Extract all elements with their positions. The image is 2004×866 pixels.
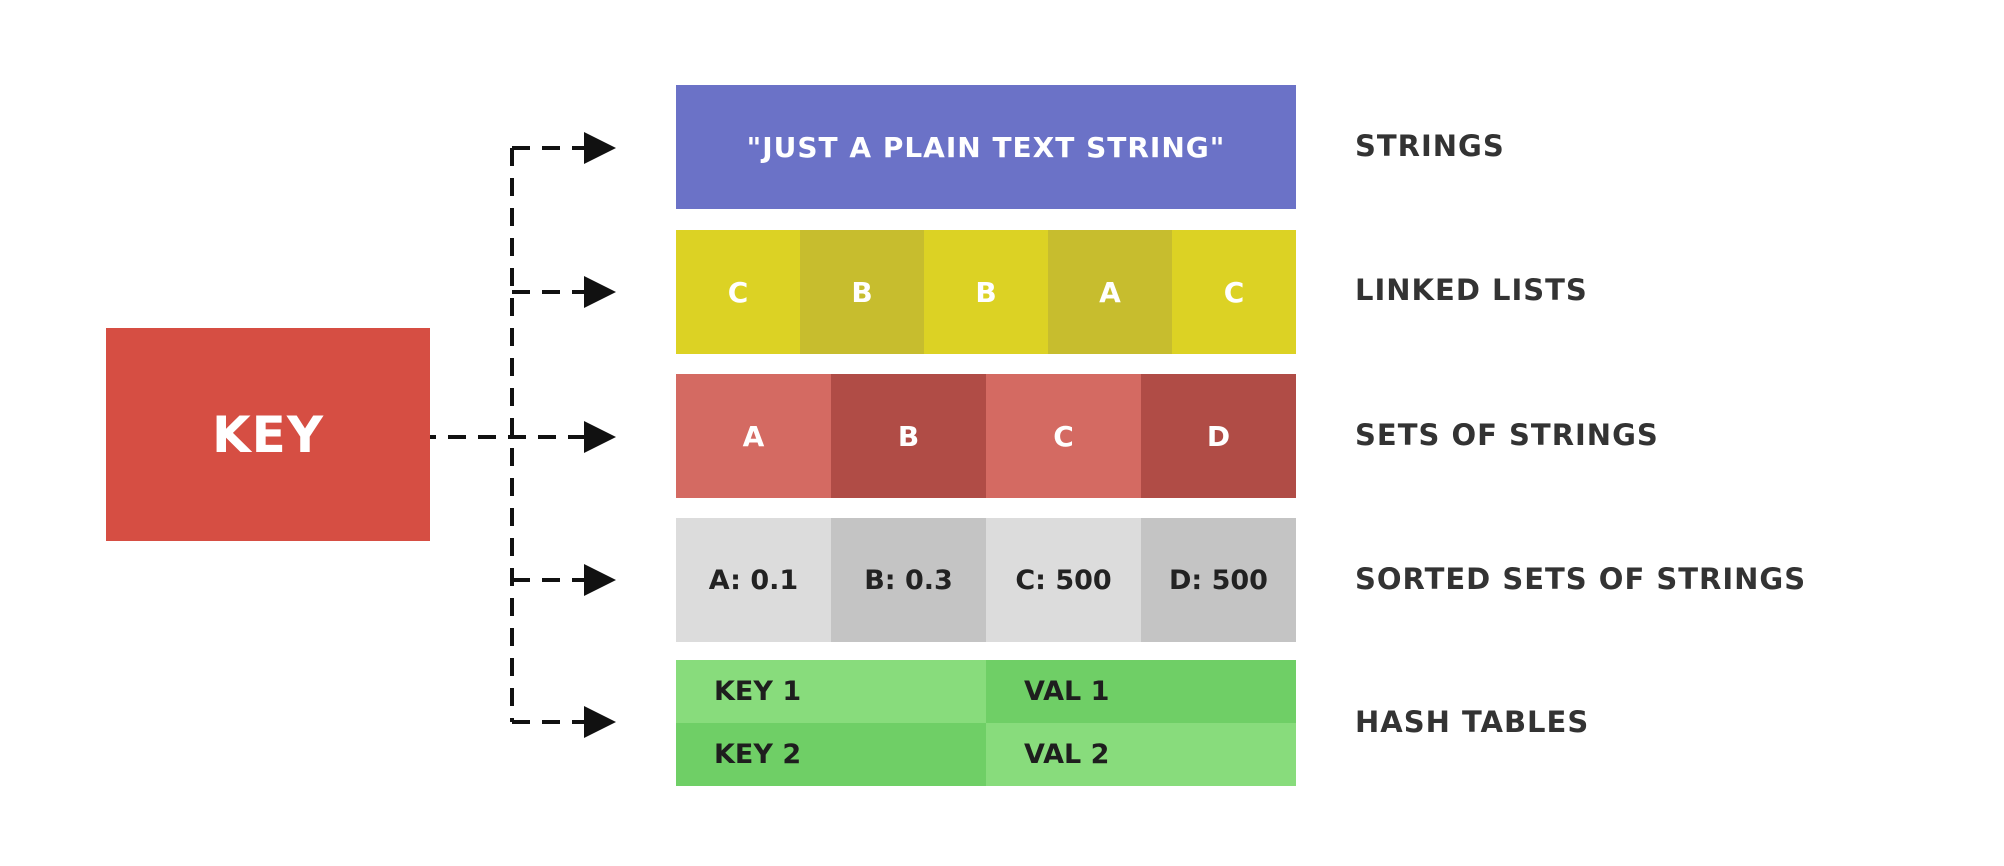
linked-lists-row: C B B A C <box>676 230 1296 354</box>
set-cell: A <box>676 374 831 498</box>
sorted-set-cell: B: 0.3 <box>831 518 986 642</box>
sets-row: A B C D <box>676 374 1296 498</box>
list-cell: C <box>1172 230 1296 354</box>
list-cell: B <box>800 230 924 354</box>
strings-label: STRINGS <box>1355 129 1505 163</box>
set-cell: C <box>986 374 1141 498</box>
sorted-sets-row: A: 0.1 B: 0.3 C: 500 D: 500 <box>676 518 1296 642</box>
sorted-set-cell: A: 0.1 <box>676 518 831 642</box>
sorted-set-cell: D: 500 <box>1141 518 1296 642</box>
list-cell: C <box>676 230 800 354</box>
hash-tables-label: HASH TABLES <box>1355 705 1590 739</box>
hash-value-cell: VAL 2 <box>986 723 1296 786</box>
sets-label: SETS OF STRINGS <box>1355 418 1659 452</box>
set-cell: B <box>831 374 986 498</box>
hash-table: KEY 1 VAL 1 KEY 2 VAL 2 <box>676 660 1296 786</box>
list-cell: B <box>924 230 1048 354</box>
sorted-sets-label: SORTED SETS OF STRINGS <box>1355 562 1807 596</box>
key-box: KEY <box>106 328 430 541</box>
hash-value-cell: VAL 1 <box>986 660 1296 723</box>
linked-lists-label: LINKED LISTS <box>1355 273 1588 307</box>
set-cell: D <box>1141 374 1296 498</box>
sorted-set-cell: C: 500 <box>986 518 1141 642</box>
strings-row: "JUST A PLAIN TEXT STRING" <box>676 85 1296 209</box>
list-cell: A <box>1048 230 1172 354</box>
strings-cell: "JUST A PLAIN TEXT STRING" <box>746 130 1226 164</box>
hash-key-cell: KEY 1 <box>676 660 986 723</box>
key-label: KEY <box>211 405 325 464</box>
hash-key-cell: KEY 2 <box>676 723 986 786</box>
